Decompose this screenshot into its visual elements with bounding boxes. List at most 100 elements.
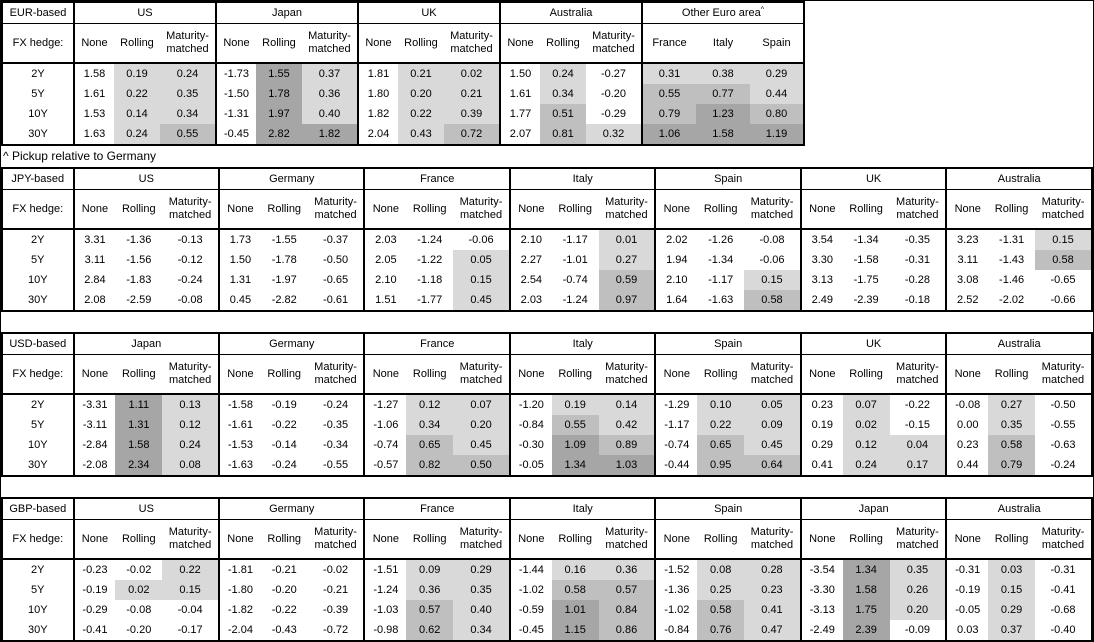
column-header-maturity-matched: Maturity-matched bbox=[162, 189, 220, 230]
value-cell: 0.45 bbox=[218, 290, 261, 311]
value-cell: -2.49 bbox=[799, 620, 843, 641]
value-cell: 0.50 bbox=[453, 455, 510, 476]
value-cell: 0.21 bbox=[398, 63, 444, 84]
value-cell: 0.79 bbox=[641, 104, 696, 124]
value-cell: -0.21 bbox=[271, 563, 297, 576]
value-cell: 1.31 bbox=[218, 270, 261, 290]
value-cell: -1.51 bbox=[363, 559, 407, 580]
table-row: 10Y 2.84 -1.83 -0.24 1.31 -1.97 -0.65 2.10 -1.18… bbox=[2, 270, 1092, 290]
panel-title: JPY-based bbox=[2, 168, 74, 190]
maturity-label: 5Y bbox=[31, 87, 45, 100]
value-cell: -0.05 bbox=[508, 455, 552, 476]
value-cell: 1.94 bbox=[654, 250, 698, 270]
value-cell: 0.34 bbox=[540, 84, 586, 104]
value-cell: -1.63 bbox=[708, 293, 734, 306]
value-cell: -3.11 bbox=[72, 415, 116, 435]
column-header-none: None bbox=[73, 23, 114, 64]
column-header-rolling: Rolling bbox=[988, 189, 1035, 230]
value-cell: -1.52 bbox=[654, 559, 698, 580]
column-header-maturity-matched: Maturity-matched bbox=[1035, 519, 1092, 560]
value-cell: -0.55 bbox=[323, 458, 349, 471]
panel-title: USD-based bbox=[2, 333, 74, 355]
fx-hedge-label: FX hedge: bbox=[2, 519, 74, 560]
value-cell: -0.24 bbox=[271, 458, 297, 471]
group-header-australia: Australia bbox=[945, 498, 1092, 520]
value-cell: -2.84 bbox=[72, 435, 116, 455]
value-cell: 2.82 bbox=[256, 124, 302, 145]
value-cell: 0.62 bbox=[406, 620, 454, 641]
value-cell: 0.24 bbox=[114, 124, 160, 145]
value-cell: -0.29 bbox=[72, 600, 116, 620]
value-cell: 0.82 bbox=[406, 455, 454, 476]
column-header-none: None bbox=[218, 354, 261, 395]
value-cell: 0.15 bbox=[453, 270, 510, 290]
group-header-france: France bbox=[363, 498, 510, 520]
value-cell: 0.35 bbox=[160, 84, 216, 104]
value-cell: -0.50 bbox=[1050, 398, 1076, 411]
value-cell: -0.44 bbox=[654, 455, 698, 476]
column-header-none: None bbox=[499, 23, 540, 64]
column-header-none: None bbox=[654, 189, 698, 230]
value-cell: 0.58 bbox=[744, 290, 801, 311]
group-header-label: Japan bbox=[131, 337, 162, 350]
value-cell: -0.22 bbox=[271, 603, 297, 616]
value-cell: 0.58 bbox=[1035, 250, 1092, 270]
value-cell: 0.07 bbox=[842, 394, 890, 415]
value-cell: 2.34 bbox=[115, 455, 163, 476]
group-header-label: Spain bbox=[714, 337, 743, 350]
value-cell: 0.40 bbox=[302, 104, 358, 124]
table-row: 5Y -0.19 0.02 0.15 -1.80 -0.20 -0.21 -1.24 0.36 0… bbox=[2, 580, 1092, 600]
value-cell: 0.29 bbox=[799, 435, 843, 455]
value-cell: 1.61 bbox=[73, 84, 114, 104]
value-cell: 2.07 bbox=[499, 124, 540, 145]
table-eur-based: EUR-based US Japan UK Australia Other Euro ar… bbox=[1, 1, 805, 146]
column-header-rolling: Rolling bbox=[260, 519, 308, 560]
value-cell: 0.02 bbox=[842, 415, 890, 435]
value-cell: 1.97 bbox=[256, 104, 302, 124]
column-header-none: None bbox=[72, 354, 116, 395]
value-cell: 0.25 bbox=[697, 580, 745, 600]
panel-gbp-based: GBP-based US Germany France Italy Spain Japan A… bbox=[1, 497, 1093, 641]
value-cell: 0.23 bbox=[744, 580, 801, 600]
value-cell: 0.03 bbox=[945, 620, 989, 641]
value-cell: 1.03 bbox=[598, 455, 656, 476]
value-cell: 0.36 bbox=[302, 84, 358, 104]
value-cell: -1.56 bbox=[126, 253, 152, 266]
column-header-rolling: Rolling bbox=[842, 519, 890, 560]
group-header-us: US bbox=[73, 2, 216, 24]
value-cell: -2.04 bbox=[218, 620, 261, 641]
value-cell: 2.03 bbox=[508, 290, 552, 311]
group-header-france: France bbox=[363, 333, 510, 355]
group-header-label: Other Euro area bbox=[681, 6, 761, 19]
group-header-other-euro-area: Other Euro area^ bbox=[641, 2, 804, 24]
value-cell: 0.44 bbox=[945, 455, 989, 476]
group-header-france: France bbox=[363, 168, 510, 190]
column-header-none: None bbox=[72, 519, 116, 560]
value-cell: 1.01 bbox=[551, 600, 599, 620]
group-header-australia: Australia bbox=[945, 333, 1092, 355]
value-cell: 0.28 bbox=[744, 559, 801, 580]
value-cell: -0.29 bbox=[600, 107, 627, 120]
maturity-label: 30Y bbox=[27, 458, 48, 471]
value-cell: 2.10 bbox=[654, 270, 698, 290]
column-header-none: None bbox=[799, 519, 843, 560]
table-row: 10Y -2.84 1.58 0.24 -1.53 -0.14 -0.34 -0.74 0.65… bbox=[2, 435, 1092, 455]
value-cell: -1.24 bbox=[363, 580, 407, 600]
value-cell: 1.82 bbox=[302, 124, 358, 145]
maturity-label: 30Y bbox=[27, 623, 48, 636]
group-header-label: Australia bbox=[997, 337, 1041, 350]
maturity-label: 30Y bbox=[27, 293, 48, 306]
value-cell: -2.39 bbox=[853, 293, 879, 306]
value-cell: -1.97 bbox=[271, 273, 297, 286]
value-cell: -0.27 bbox=[600, 67, 627, 80]
group-header-australia: Australia bbox=[499, 2, 642, 24]
value-cell: -0.65 bbox=[1050, 273, 1076, 286]
column-header-rolling: Rolling bbox=[115, 519, 163, 560]
column-header-maturity-matched: Maturity-matched bbox=[598, 354, 656, 395]
value-cell: 0.58 bbox=[551, 580, 599, 600]
value-cell: -2.59 bbox=[126, 293, 152, 306]
column-header-rolling: Rolling bbox=[115, 354, 163, 395]
value-cell: 0.35 bbox=[889, 559, 947, 580]
column-header-none: None bbox=[945, 189, 989, 230]
